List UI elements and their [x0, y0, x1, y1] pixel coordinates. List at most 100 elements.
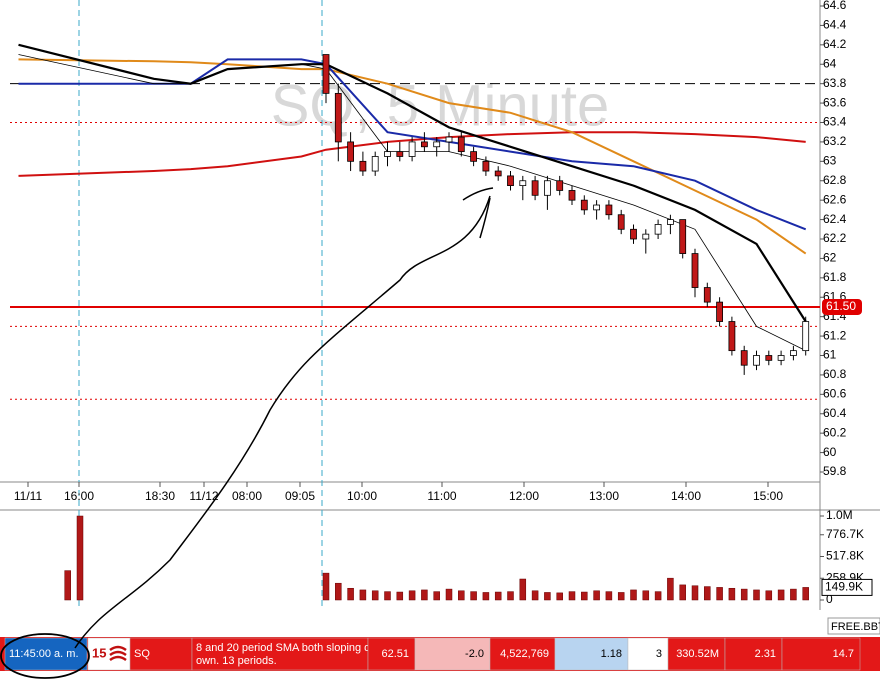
status-value: 1.18: [601, 648, 622, 660]
volume-bar: [704, 586, 711, 601]
status-cell: [724, 637, 783, 671]
feed-label: FREE.BBT: [831, 621, 880, 633]
volume-bar: [544, 592, 551, 601]
y-tick-label: 63: [823, 154, 837, 168]
candle-body: [531, 180, 539, 196]
y-tick-label: 61.8: [823, 270, 847, 284]
volume-bar: [617, 592, 625, 601]
y-tick-label: 61.2: [823, 328, 847, 342]
price-label: 61.50: [826, 299, 856, 313]
volume-bar: [568, 591, 576, 601]
candle-body: [728, 321, 736, 352]
candle-body: [408, 141, 416, 157]
volume-bar: [716, 587, 723, 601]
y-tick-label: 62: [823, 251, 837, 265]
candle-body: [580, 199, 588, 211]
candle-body: [617, 214, 625, 230]
candle-body: [691, 253, 699, 288]
y-tick-label: 64.2: [823, 37, 847, 51]
candle-body: [347, 141, 355, 162]
indicator-line: [18, 58, 807, 231]
volume-bar: [605, 591, 613, 601]
volume-bar: [335, 582, 342, 601]
y-tick-label: 62.2: [823, 231, 847, 245]
candle-body: [371, 156, 379, 172]
y-tick-label: 60.8: [823, 367, 847, 381]
volume-bar: [470, 591, 477, 601]
status-cell: [367, 637, 416, 671]
volume-label: 149.9K: [825, 580, 863, 594]
x-tick-label: 11/12: [189, 489, 218, 503]
candle-body: [507, 175, 514, 187]
status-value: 14.7: [833, 648, 854, 660]
y-tick-label: 63.8: [823, 76, 847, 90]
candle-body: [765, 355, 773, 361]
candle-body: [667, 219, 674, 225]
x-tick-label: 10:00: [347, 489, 377, 503]
indicator-line: [18, 58, 807, 255]
volume-bar: [64, 570, 71, 601]
x-tick-label: 14:00: [671, 489, 701, 503]
volume-bar: [753, 589, 760, 601]
x-tick-label: 13:00: [589, 489, 619, 503]
candle-body: [470, 151, 478, 162]
y-tick-label: 0: [826, 592, 833, 606]
volume-bar: [458, 590, 465, 601]
candle-body: [396, 151, 404, 157]
volume-bar: [581, 591, 588, 601]
volume-bar: [630, 589, 637, 601]
volume-bar: [691, 585, 699, 601]
status-bar: 11:45:00 a. m. 15 SQ 8 and 20 period SMA bo…: [0, 637, 880, 671]
y-tick-label: 62.6: [823, 192, 847, 206]
candle-body: [322, 54, 330, 94]
volume-bar: [593, 590, 600, 601]
status-value: SQ: [134, 648, 150, 660]
candle-body: [420, 141, 428, 148]
status-cell: [191, 637, 369, 671]
status-value: 330.52M: [676, 648, 719, 660]
y-tick-label: 60.6: [823, 387, 847, 401]
volume-bar: [76, 515, 84, 601]
candle-body: [519, 180, 527, 187]
candle-body: [716, 301, 723, 322]
volume-bar: [777, 589, 785, 601]
volume-bar: [519, 578, 527, 601]
y-tick-label: 63.2: [823, 134, 847, 148]
status-value: -2.0: [465, 648, 484, 660]
status-cell: [4, 637, 88, 671]
volume-bar: [556, 592, 563, 601]
candle-body: [544, 180, 551, 196]
y-tick-label: 59.8: [823, 464, 847, 478]
candle-body: [482, 160, 490, 172]
status-value: 3: [656, 648, 662, 660]
candle-body: [790, 350, 797, 356]
status-value: 2.31: [755, 648, 776, 660]
annotation: [0, 187, 494, 679]
volume-bar: [482, 592, 490, 601]
volume-bar: [445, 588, 453, 601]
y-tick-label: 64: [823, 56, 837, 70]
status-cell: [129, 637, 193, 671]
candle-body: [568, 190, 576, 201]
candle-body: [384, 151, 391, 157]
logo: [109, 645, 127, 662]
volume-bar: [371, 590, 379, 601]
candle-body: [740, 350, 748, 366]
y-tick-label: 60: [823, 445, 837, 459]
status-cell: [667, 637, 726, 671]
volume-bar: [667, 577, 674, 601]
candle-body: [334, 92, 342, 143]
candle-body: [654, 224, 662, 235]
candle-body: [642, 233, 650, 240]
status-cell: [627, 637, 669, 671]
candle-body: [445, 136, 453, 143]
x-tick-label: 08:00: [232, 489, 262, 503]
volume-bar: [740, 588, 748, 601]
status-message-line: 8 and 20 period SMA both sloping d: [196, 642, 370, 654]
x-tick-label: 15:00: [753, 489, 783, 503]
volume-bar: [359, 589, 367, 601]
y-tick-label: 60.4: [823, 406, 847, 420]
x-tick-label: 16:00: [64, 489, 94, 503]
status-message-line: own. 13 periods.: [196, 655, 277, 667]
status-message: 8 and 20 period SMA both sloping d own. 1…: [196, 642, 370, 667]
